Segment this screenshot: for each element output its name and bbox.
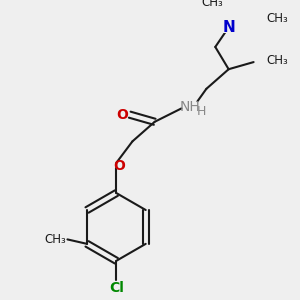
Text: CH₃: CH₃ <box>266 12 288 25</box>
Text: NH: NH <box>180 100 201 114</box>
Text: Cl: Cl <box>109 280 124 295</box>
Text: CH₃: CH₃ <box>44 233 66 246</box>
Text: N: N <box>222 20 235 35</box>
Text: H: H <box>196 105 206 118</box>
Text: O: O <box>117 108 129 122</box>
Text: CH₃: CH₃ <box>266 54 288 67</box>
Text: O: O <box>113 159 125 173</box>
Text: CH₃: CH₃ <box>202 0 224 9</box>
